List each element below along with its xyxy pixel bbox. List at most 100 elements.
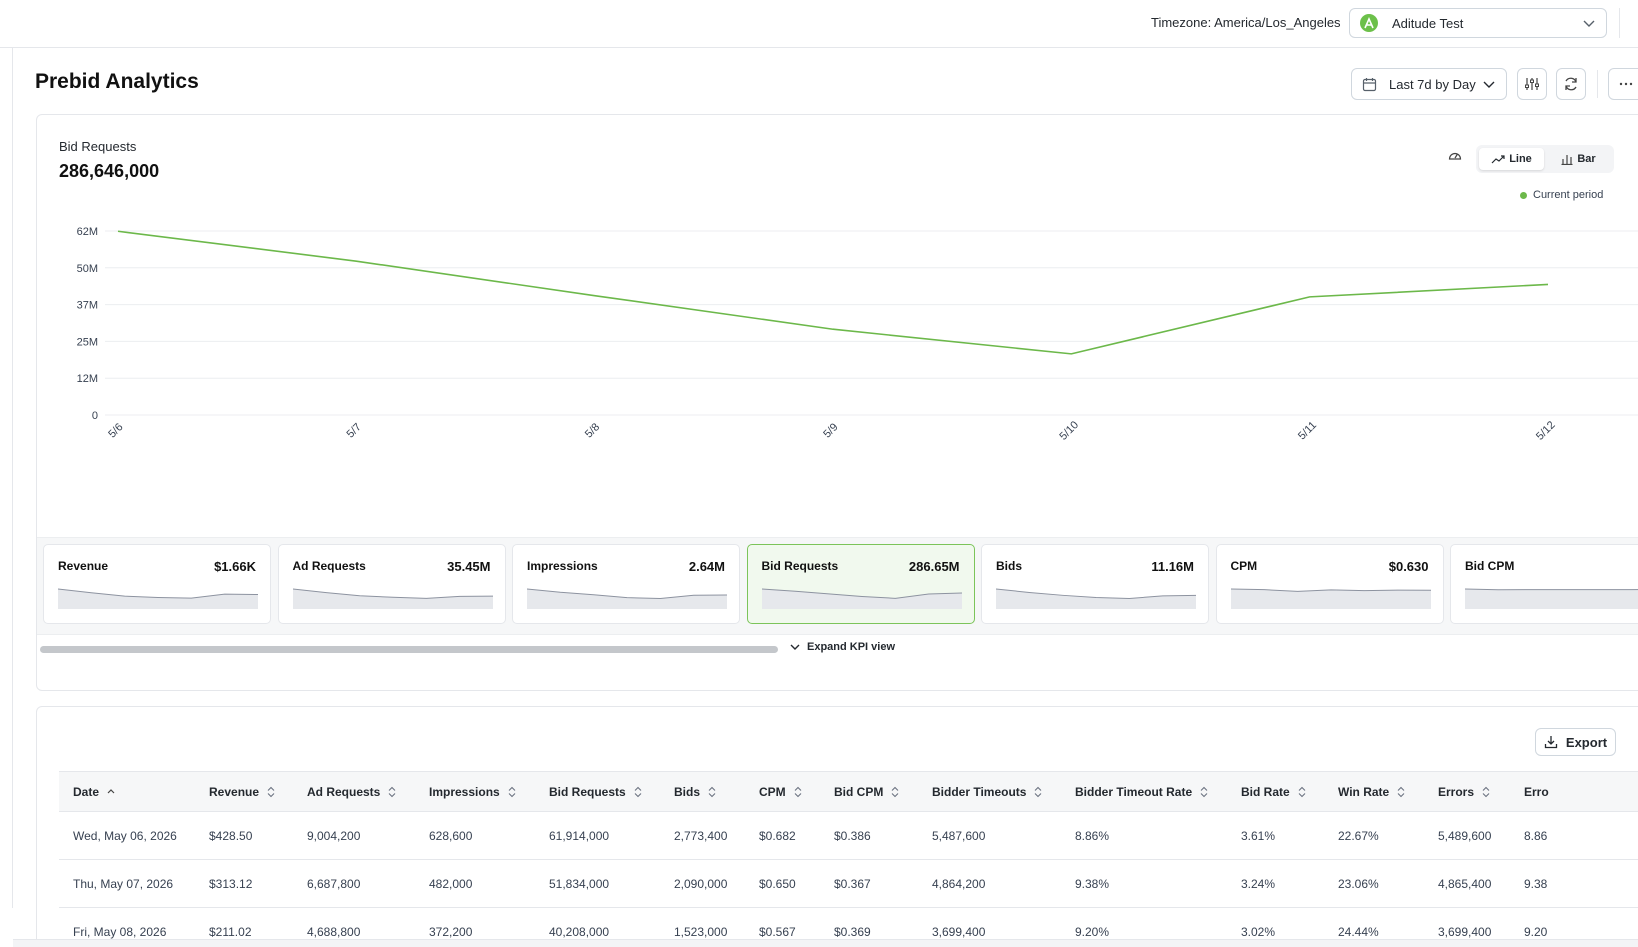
gauge-icon[interactable] [1448, 149, 1462, 161]
table-cell: 9.38 [1524, 876, 1548, 891]
table-cell: 8.86% [1075, 828, 1110, 843]
divider [1619, 8, 1620, 38]
sparkline-area [1465, 589, 1638, 609]
column-header[interactable]: Bidder Timeout Rate [1061, 785, 1227, 799]
column-header[interactable]: Revenue [195, 785, 293, 799]
column-header-label: Bids [674, 784, 701, 799]
column-header[interactable]: Win Rate [1324, 785, 1424, 799]
bid-requests-line-chart: 0 12M 25M 37M 50M 62M 5/6 5/7 5/8 5/9 5/10 5/11 5/12 [77, 226, 1638, 443]
bar-chart-option[interactable]: Bar [1546, 148, 1611, 170]
table-cell: 22.67% [1338, 828, 1379, 843]
column-header-label: Win Rate [1338, 784, 1390, 799]
x-tick-label: 5/12 [1534, 419, 1558, 443]
legend-dot [1520, 191, 1527, 199]
column-header[interactable]: Date [59, 785, 195, 799]
sparkline-line [1230, 588, 1431, 592]
chart-card: Bid Requests 286,646,000 Line Bar Curren… [36, 114, 1638, 691]
column-header[interactable]: Errors [1424, 785, 1510, 799]
table-cell: 4,864,200 [932, 876, 986, 891]
y-tick-label: 12M [77, 373, 98, 385]
sort-icon [388, 786, 396, 797]
bar-chart-icon [1561, 155, 1573, 165]
calendar-icon [1362, 77, 1377, 91]
table-cell: 3.02% [1241, 924, 1276, 939]
column-header-label: Bid CPM [834, 784, 884, 799]
sparkline-line [996, 588, 1196, 599]
expand-kpi-button[interactable]: Expand KPI view [37, 641, 1638, 653]
sparkline-area [761, 589, 962, 609]
table-cell: Fri, May 08, 2026 [73, 924, 167, 939]
column-header-label: Date [73, 784, 100, 799]
column-header[interactable]: Bid CPM [820, 785, 918, 799]
table-row[interactable]: Fri, May 08, 2026 $211.02 4,688,800 372,200… [59, 908, 1638, 947]
kpi-card[interactable]: Bid CPM [1450, 544, 1638, 624]
column-header[interactable]: Bid Rate [1227, 785, 1324, 799]
filter-settings-button[interactable] [1517, 68, 1547, 100]
kpi-value: $1.66K [214, 559, 256, 574]
table-row[interactable]: Thu, May 07, 2026 $313.12 6,687,800 482,000… [59, 860, 1638, 908]
sort-icon [1035, 786, 1042, 797]
more-button[interactable] [1608, 68, 1638, 100]
kpi-card[interactable]: Bids 11.16M [981, 544, 1209, 624]
line-option-label: Line [1509, 153, 1532, 165]
x-tick-label: 5/6 [106, 421, 125, 440]
column-header[interactable]: Ad Requests [293, 785, 415, 799]
column-header[interactable]: Bidder Timeouts [918, 785, 1061, 799]
kpi-card[interactable]: Bid Requests 286.65M [746, 544, 975, 624]
sort-icon [508, 786, 516, 797]
kpi-sparkline [527, 588, 727, 609]
table-cell: 4,688,800 [307, 924, 361, 939]
column-header-label: CPM [759, 784, 786, 799]
page-horizontal-scrollbar[interactable] [13, 939, 1638, 947]
table-cell: 2,090,000 [674, 876, 728, 891]
export-label: Export [1565, 734, 1608, 750]
chevron-down-icon [790, 644, 800, 650]
kpi-sparkline [1230, 588, 1431, 609]
series-line [117, 230, 1549, 355]
column-header[interactable]: Erro [1510, 785, 1570, 799]
kpi-card[interactable]: Revenue $1.66K [43, 544, 271, 624]
legend-label: Current period [1533, 189, 1604, 201]
kpi-label: Impressions [527, 559, 598, 573]
export-button[interactable]: Export [1535, 728, 1616, 756]
sort-icon [634, 786, 642, 797]
column-header-label: Bidder Timeouts [932, 784, 1027, 799]
kpi-scrollbar-thumb[interactable] [40, 646, 778, 653]
column-header[interactable]: Bid Requests [535, 785, 660, 799]
line-chart-option[interactable]: Line [1479, 148, 1544, 170]
sort-icon [267, 786, 275, 797]
refresh-button[interactable] [1556, 68, 1586, 100]
table-cell: Thu, May 07, 2026 [73, 876, 174, 891]
column-header-label: Errors [1438, 784, 1475, 799]
table-cell: 9.20 [1524, 924, 1548, 939]
table-cell: 9,004,200 [307, 828, 361, 843]
table-cell: 3.24% [1241, 876, 1276, 891]
column-header[interactable]: Impressions [415, 785, 535, 799]
date-range-button[interactable]: Last 7d by Day [1351, 68, 1507, 100]
table-cell: 4,865,400 [1438, 876, 1492, 891]
kpi-label: Bid Requests [761, 559, 839, 573]
y-tick-label: 50M [77, 263, 98, 275]
refresh-icon [1565, 77, 1577, 91]
column-header[interactable]: CPM [745, 785, 820, 799]
table-cell: 6,687,800 [307, 876, 361, 891]
sort-icon [1200, 786, 1208, 797]
table-cell: $0.386 [834, 828, 871, 843]
kpi-sparkline [58, 588, 258, 609]
kpi-card[interactable]: CPM $0.630 [1215, 544, 1444, 624]
sparkline-area [1230, 589, 1431, 609]
expand-kpi-label: Expand KPI view [806, 641, 896, 653]
table-cell: 372,200 [429, 924, 473, 939]
table-row[interactable]: Wed, May 06, 2026 $428.50 9,004,200 628,600… [59, 812, 1638, 860]
y-tick-label: 37M [77, 300, 98, 312]
left-rail [0, 48, 13, 908]
kpi-card[interactable]: Impressions 2.64M [512, 544, 740, 624]
kpi-label: Bid CPM [1465, 559, 1515, 573]
chart-type-toggle: Line Bar [1476, 145, 1614, 173]
kpi-card[interactable]: Ad Requests 35.45M [277, 544, 506, 624]
table-cell: 23.06% [1338, 876, 1379, 891]
x-tick-label: 5/8 [583, 421, 602, 440]
table-cell: 61,914,000 [549, 828, 610, 843]
column-header[interactable]: Bids [660, 785, 745, 799]
account-selector[interactable]: Aditude Test [1349, 8, 1607, 38]
